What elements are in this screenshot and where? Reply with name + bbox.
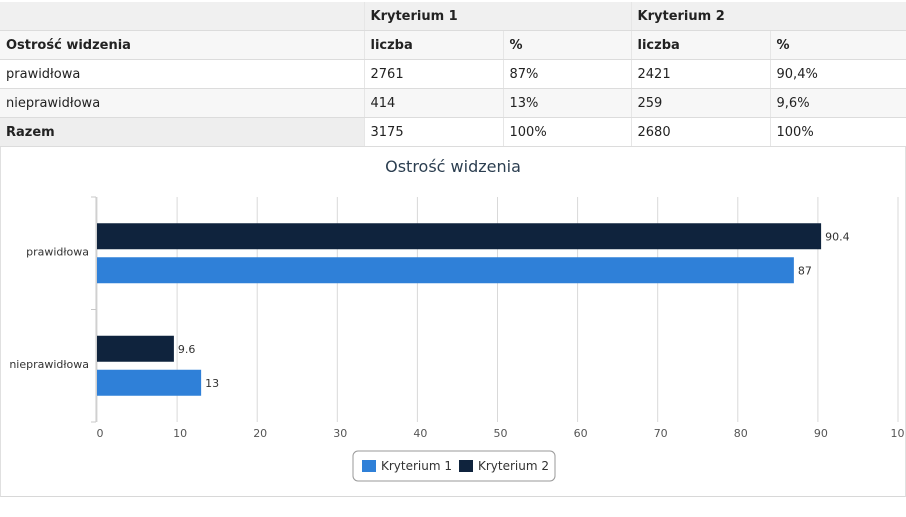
- x-tick-label: 80: [734, 427, 748, 440]
- table-group-header-row: Kryterium 1 Kryterium 2: [0, 2, 906, 31]
- chart-title: Ostrość widzenia: [385, 157, 521, 176]
- table-cell: 259: [631, 88, 771, 118]
- table-cell: 3175: [364, 117, 504, 147]
- header-cell-kryterium-1: Kryterium 1: [364, 2, 632, 31]
- bar[interactable]: [97, 257, 794, 284]
- subheader-cell: liczba: [631, 30, 771, 60]
- table-cell: nieprawidłowa: [0, 88, 365, 118]
- x-tick-label: 100: [891, 427, 906, 440]
- header-cell-kryterium-2: Kryterium 2: [631, 2, 906, 31]
- header-cell-empty: [0, 2, 365, 31]
- x-tick-label: 70: [654, 427, 668, 440]
- legend-label[interactable]: Kryterium 2: [478, 459, 549, 473]
- x-tick-label: 20: [253, 427, 267, 440]
- chart-frame: Ostrość widzenia 0 10 20 30 40 50 60 70 80 90 100 pr…: [0, 147, 906, 497]
- table-total-row: Razem 3175 100% 2680 100%: [0, 117, 906, 147]
- x-tick-label: 40: [413, 427, 427, 440]
- table-cell: 87%: [503, 59, 632, 89]
- legend-swatch: [362, 460, 376, 472]
- table-row: nieprawidłowa 414 13% 259 9,6%: [0, 88, 906, 118]
- data-label: 87: [798, 264, 812, 277]
- legend-swatch: [459, 460, 473, 472]
- legend-label[interactable]: Kryterium 1: [381, 459, 452, 473]
- table-cell: 90,4%: [770, 59, 906, 89]
- subheader-cell: %: [503, 30, 632, 60]
- table-cell: 9,6%: [770, 88, 906, 118]
- bar[interactable]: [97, 369, 202, 396]
- table-cell: Razem: [0, 117, 365, 147]
- data-label: 90.4: [825, 230, 850, 243]
- category-label: nieprawidłowa: [9, 358, 89, 371]
- x-tick-label: 60: [574, 427, 588, 440]
- bar[interactable]: [97, 223, 822, 250]
- bar[interactable]: [97, 335, 174, 362]
- data-label: 13: [205, 377, 219, 390]
- data-label: 9.6: [178, 343, 196, 356]
- subheader-cell: liczba: [364, 30, 504, 60]
- x-tick-label: 50: [494, 427, 508, 440]
- x-tick-label: 90: [814, 427, 828, 440]
- x-tick-label: 10: [173, 427, 187, 440]
- subheader-cell: Ostrość widzenia: [0, 30, 365, 60]
- table-cell: 13%: [503, 88, 632, 118]
- legend-box: [352, 450, 556, 482]
- table-cell: 2421: [631, 59, 771, 89]
- table-cell: 2761: [364, 59, 504, 89]
- table-cell: 100%: [503, 117, 632, 147]
- table-cell: 414: [364, 88, 504, 118]
- table-cell: 2680: [631, 117, 771, 147]
- subheader-cell: %: [770, 30, 906, 60]
- x-tick-label: 0: [97, 427, 104, 440]
- table-cell: prawidłowa: [0, 59, 365, 89]
- table-cell: 100%: [770, 117, 906, 147]
- x-tick-label: 30: [333, 427, 347, 440]
- table-sub-header-row: Ostrość widzenia liczba % liczba %: [0, 30, 906, 60]
- table-row: prawidłowa 2761 87% 2421 90,4%: [0, 59, 906, 89]
- bar-chart: Ostrość widzenia 0 10 20 30 40 50 60 70 80 90 100 pr…: [9, 157, 906, 482]
- category-label: prawidłowa: [26, 245, 89, 258]
- data-table: Kryterium 1 Kryterium 2 Ostrość widzenia…: [0, 2, 906, 147]
